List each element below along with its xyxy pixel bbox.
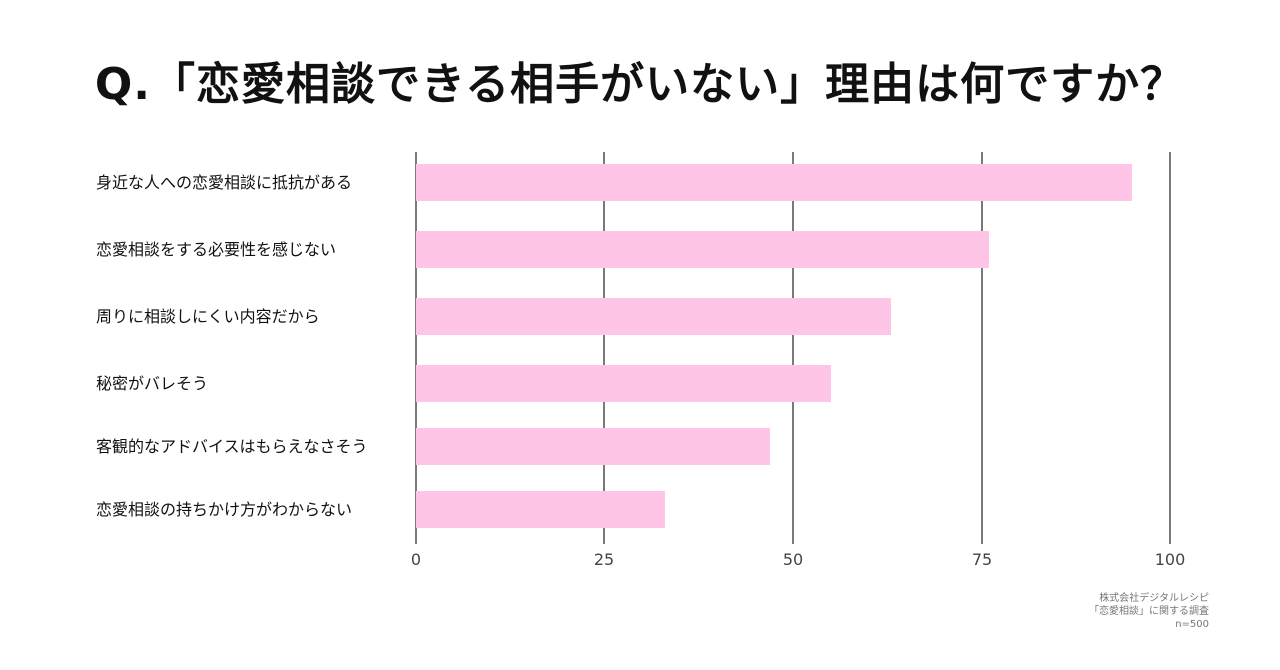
axis-line-0 <box>415 152 417 544</box>
bar-4 <box>416 365 831 402</box>
source-note: 株式会社デジタルレシピ 「恋愛相談」に関する調査 n=500 <box>1089 592 1209 631</box>
source-company: 株式会社デジタルレシピ <box>1099 593 1209 604</box>
gridline-75 <box>981 152 983 544</box>
bar-2 <box>416 231 989 268</box>
x-tick-label: 0 <box>410 550 422 569</box>
bar-5 <box>416 428 770 465</box>
category-label: 秘密がバレそう <box>96 374 209 393</box>
bar-6 <box>416 491 665 528</box>
source-survey: 「恋愛相談」に関する調査 <box>1089 606 1209 617</box>
chart-title: Q.「恋愛相談できる相手がいない」理由は何ですか？ <box>94 59 1186 110</box>
category-label: 客観的なアドバイスはもらえなさそう <box>96 437 368 456</box>
bar-3 <box>416 298 891 335</box>
gridline-25 <box>603 152 605 544</box>
source-sample-size: n=500 <box>1175 619 1209 630</box>
category-label: 身近な人への恋愛相談に抵抗がある <box>96 173 353 192</box>
category-label: 恋愛相談をする必要性を感じない <box>96 240 337 259</box>
x-tick-label: 25 <box>593 550 615 569</box>
bar-1 <box>416 164 1132 201</box>
category-label: 周りに相談しにくい内容だから <box>96 307 320 326</box>
x-tick-label: 50 <box>782 550 804 569</box>
gridline-50 <box>792 152 794 544</box>
gridline-100 <box>1169 152 1171 544</box>
category-label: 恋愛相談の持ちかけ方がわからない <box>96 500 353 519</box>
x-tick-label: 75 <box>971 550 993 569</box>
x-tick-label: 100 <box>1154 550 1186 569</box>
